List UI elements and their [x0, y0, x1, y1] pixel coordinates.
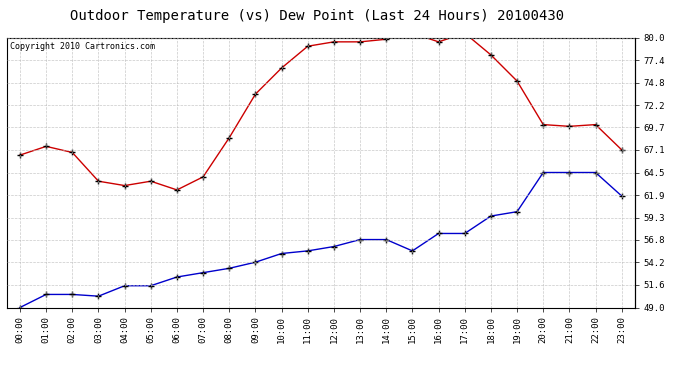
Text: Copyright 2010 Cartronics.com: Copyright 2010 Cartronics.com	[10, 42, 155, 51]
Text: Outdoor Temperature (vs) Dew Point (Last 24 Hours) 20100430: Outdoor Temperature (vs) Dew Point (Last…	[70, 9, 564, 23]
